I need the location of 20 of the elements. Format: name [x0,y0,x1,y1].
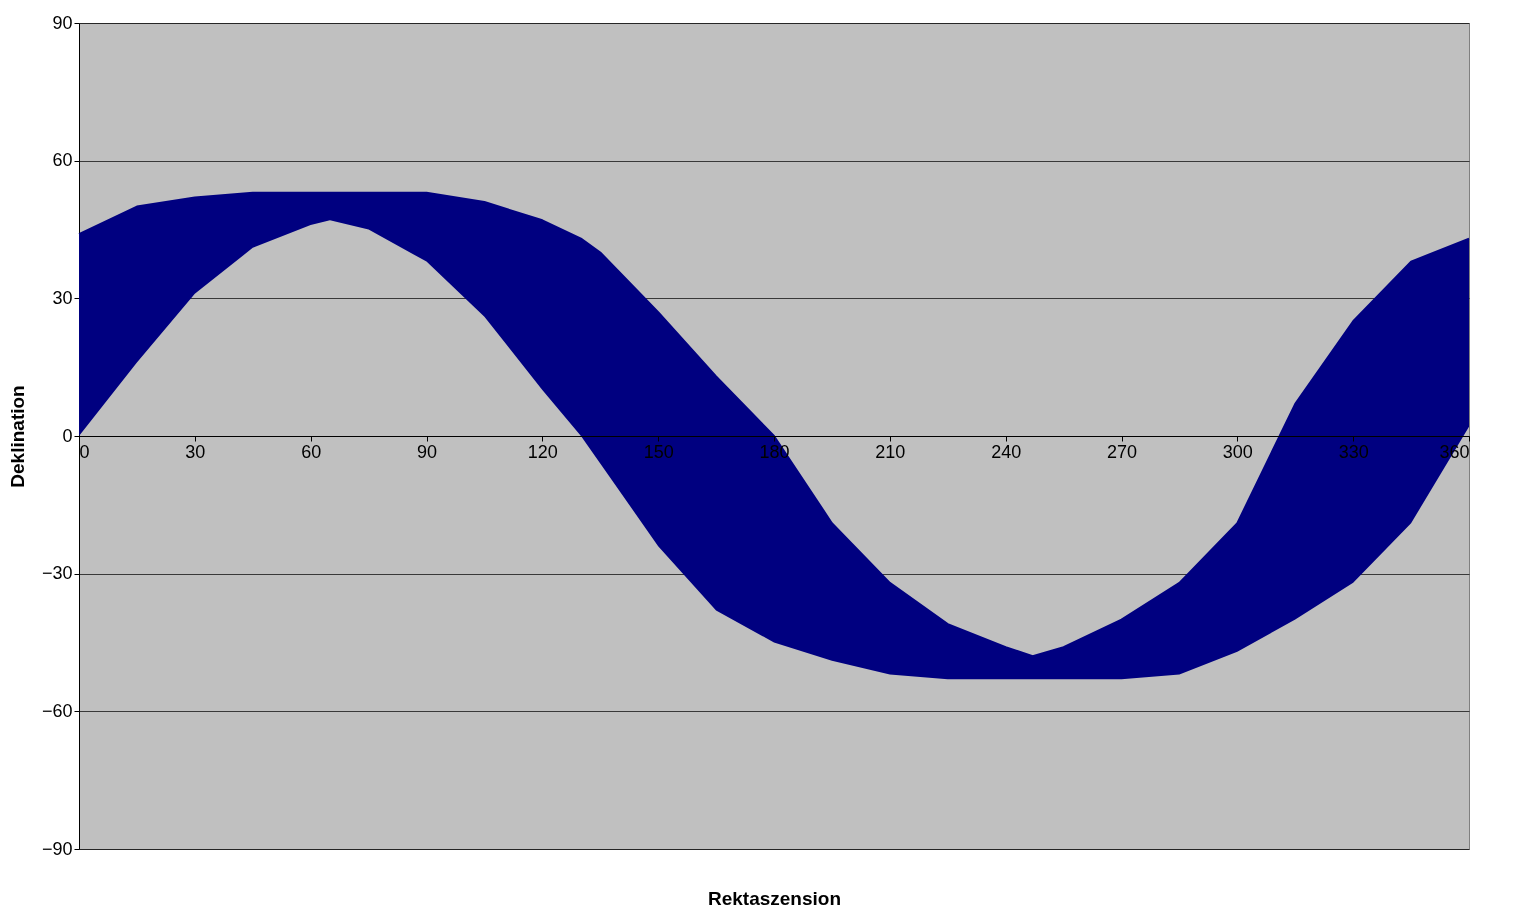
y-tick-label: 90 [52,12,73,33]
x-tick-label: 330 [1338,441,1369,462]
y-tick-label: 30 [52,287,73,308]
x-axis-title: Rektaszension [707,887,842,909]
x-tick-label: 120 [527,441,558,462]
x-tick-label: 30 [185,441,206,462]
y-tick-label: −60 [41,700,73,721]
x-tick-label: 210 [875,441,906,462]
x-tick-label: 300 [1222,441,1253,462]
y-tick-label: −30 [41,563,73,584]
x-tick-label: 240 [991,441,1022,462]
x-tick-label: 60 [301,441,322,462]
x-tick-label: 150 [643,441,674,462]
x-tick-label: 90 [416,441,438,462]
x-tick-label: 270 [1106,441,1138,462]
y-tick-label: −90 [41,838,73,859]
x-tick-label: 0 [79,441,90,462]
y-axis-title: Deklination [6,385,28,488]
y-tick-label: 0 [62,425,73,446]
y-tick-label: 60 [52,150,73,171]
